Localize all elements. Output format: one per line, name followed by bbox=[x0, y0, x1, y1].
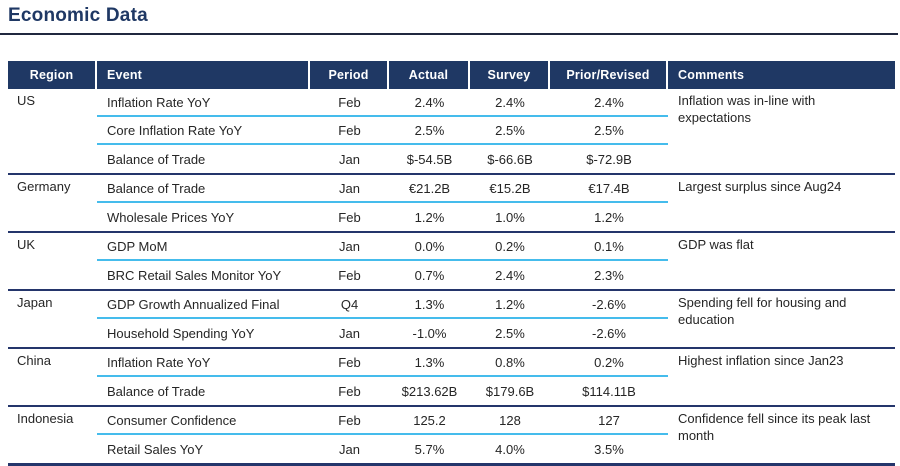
survey-cell: 2.5% bbox=[495, 325, 525, 341]
survey-cell: 2.4% bbox=[470, 89, 550, 117]
actual-cell: 1.3% bbox=[389, 349, 470, 377]
actual-cell: 1.3% bbox=[389, 291, 470, 319]
survey-cell: 1.0% bbox=[495, 209, 525, 225]
table-header: Region Event Period Actual Survey Prior/… bbox=[8, 61, 895, 89]
event-cell: Household Spending YoY bbox=[107, 325, 255, 341]
actual-cell: $213.62B bbox=[401, 383, 458, 399]
survey-cell: 4.0% bbox=[495, 441, 525, 457]
actual-cell: 2.5% bbox=[389, 117, 470, 145]
event-cell: Retail Sales YoY bbox=[107, 441, 204, 457]
title-rule bbox=[0, 33, 898, 35]
event-cell: Inflation Rate YoY bbox=[97, 89, 310, 117]
period-cell: Feb bbox=[310, 89, 389, 117]
event-cell: Balance of Trade bbox=[97, 175, 310, 203]
survey-cell: 1.2% bbox=[470, 291, 550, 319]
event-cell: BRC Retail Sales Monitor YoY bbox=[107, 267, 282, 283]
prior-revised-cell: -2.6% bbox=[592, 325, 626, 341]
comment-cell: GDP was flat bbox=[678, 237, 754, 252]
survey-cell: €15.2B bbox=[470, 175, 550, 203]
prior-revised-cell: $114.11B bbox=[582, 383, 636, 399]
period-cell: Jan bbox=[339, 151, 360, 167]
column-header-period: Period bbox=[310, 61, 389, 89]
survey-cell: $-66.6B bbox=[487, 151, 533, 167]
prior-revised-cell: 127 bbox=[550, 407, 668, 435]
region-group-indonesia: Indonesia Consumer Confidence Feb 125.2 128 1… bbox=[8, 407, 895, 466]
region-group-uk: UK GDP MoM Jan 0.0% 0.2% 0.1% BRC Retail Sales… bbox=[8, 233, 895, 291]
prior-revised-cell: 3.5% bbox=[594, 441, 624, 457]
region-label: China bbox=[17, 353, 51, 368]
period-cell: Feb bbox=[338, 267, 361, 283]
event-cell: Balance of Trade bbox=[107, 151, 206, 167]
event-cell: Consumer Confidence bbox=[97, 407, 310, 435]
region-group-china: China Inflation Rate YoY Feb 1.3% 0.8% 0.2% Ba… bbox=[8, 349, 895, 407]
page-title: Economic Data bbox=[8, 5, 148, 26]
actual-cell: $-54.5B bbox=[406, 151, 453, 167]
column-header-comments: Comments bbox=[678, 68, 745, 82]
comment-cell: Inflation was in-line with expectations bbox=[678, 93, 816, 125]
region-label: US bbox=[17, 93, 36, 108]
region-group-japan: Japan GDP Growth Annualized Final Q4 1.3% 1.… bbox=[8, 291, 895, 349]
comment-cell: Confidence fell since its peak last mont… bbox=[678, 411, 871, 443]
period-cell: Feb bbox=[310, 349, 389, 377]
column-header-prior-revised: Prior/Revised bbox=[550, 61, 668, 89]
event-cell: Core Inflation Rate YoY bbox=[97, 117, 310, 145]
period-cell: Jan bbox=[310, 175, 389, 203]
column-header-actual: Actual bbox=[389, 61, 470, 89]
period-cell: Feb bbox=[338, 209, 361, 225]
actual-cell: 125.2 bbox=[389, 407, 470, 435]
column-header-event: Event bbox=[97, 61, 310, 89]
region-label: UK bbox=[17, 237, 36, 252]
prior-revised-cell: €17.4B bbox=[550, 175, 668, 203]
economic-data-table: Region Event Period Actual Survey Prior/… bbox=[8, 61, 895, 466]
event-cell: Inflation Rate YoY bbox=[97, 349, 310, 377]
region-label: Germany bbox=[17, 179, 71, 194]
survey-cell: 2.5% bbox=[470, 117, 550, 145]
survey-cell: 0.8% bbox=[470, 349, 550, 377]
region-label: Japan bbox=[17, 295, 53, 310]
actual-cell: 1.2% bbox=[414, 209, 445, 225]
actual-cell: 5.7% bbox=[414, 441, 445, 457]
prior-revised-cell: -2.6% bbox=[550, 291, 668, 319]
actual-cell: 0.7% bbox=[414, 267, 445, 283]
survey-cell: 2.4% bbox=[495, 267, 525, 283]
comment-cell: Spending fell for housing and education bbox=[678, 295, 847, 327]
period-cell: Jan bbox=[339, 325, 360, 341]
region-group-germany: Germany Balance of Trade Jan €21.2B €15.2B €1… bbox=[8, 175, 895, 233]
comment-cell: Largest surplus since Aug24 bbox=[678, 179, 842, 194]
period-cell: Jan bbox=[339, 441, 360, 457]
comment-cell: Highest inflation since Jan23 bbox=[678, 353, 844, 368]
prior-revised-cell: 2.3% bbox=[594, 267, 624, 283]
region-label: Indonesia bbox=[17, 411, 74, 426]
prior-revised-cell: 2.4% bbox=[550, 89, 668, 117]
actual-cell: -1.0% bbox=[412, 325, 447, 341]
event-cell: Wholesale Prices YoY bbox=[107, 209, 235, 225]
period-cell: Feb bbox=[310, 407, 389, 435]
event-cell: GDP Growth Annualized Final bbox=[97, 291, 310, 319]
actual-cell: 2.4% bbox=[389, 89, 470, 117]
actual-cell: €21.2B bbox=[389, 175, 470, 203]
prior-revised-cell: 0.2% bbox=[550, 349, 668, 377]
column-header-survey: Survey bbox=[470, 61, 550, 89]
survey-cell: $179.6B bbox=[485, 383, 535, 399]
actual-cell: 0.0% bbox=[389, 233, 470, 261]
survey-cell: 0.2% bbox=[470, 233, 550, 261]
prior-revised-cell: 1.2% bbox=[594, 209, 624, 225]
period-cell: Feb bbox=[338, 383, 361, 399]
period-cell: Jan bbox=[310, 233, 389, 261]
event-cell: GDP MoM bbox=[97, 233, 310, 261]
survey-cell: 128 bbox=[470, 407, 550, 435]
prior-revised-cell: 0.1% bbox=[550, 233, 668, 261]
prior-revised-cell: 2.5% bbox=[550, 117, 668, 145]
event-cell: Balance of Trade bbox=[107, 383, 206, 399]
column-header-region: Region bbox=[8, 61, 97, 89]
region-group-us: US Inflation Rate YoY Feb 2.4% 2.4% 2.4% Core … bbox=[8, 89, 895, 175]
table-groups: US Inflation Rate YoY Feb 2.4% 2.4% 2.4% Core … bbox=[8, 89, 895, 466]
prior-revised-cell: $-72.9B bbox=[586, 151, 632, 167]
period-cell: Q4 bbox=[310, 291, 389, 319]
period-cell: Feb bbox=[310, 117, 389, 145]
